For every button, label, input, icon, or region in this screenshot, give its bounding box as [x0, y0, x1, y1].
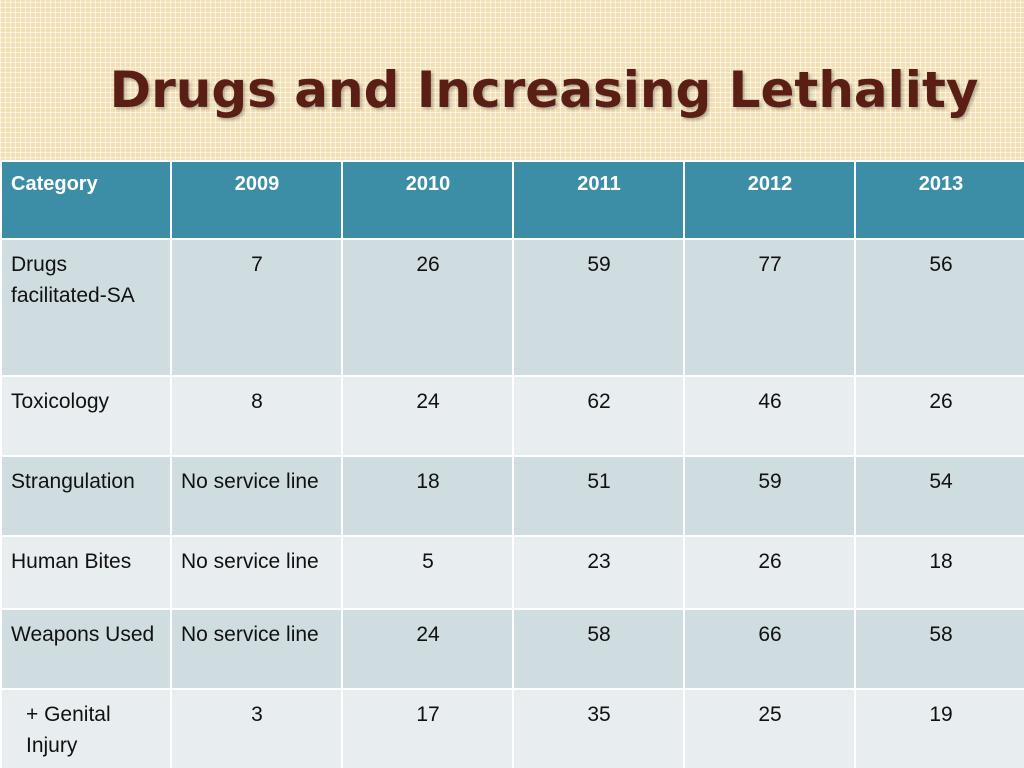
cell-2009: 3: [170, 688, 343, 768]
cell-2012: 66: [683, 608, 856, 690]
data-table-container: Category 2009 2010 2011 2012 2013 Drugs …: [0, 160, 1024, 768]
row-category-label: Drugs facilitated-SA: [0, 238, 172, 377]
cell-2012: 26: [683, 535, 856, 610]
table-row-drugs-facilitated-sa: Drugs facilitated-SA 7 26 59 77 56: [0, 238, 1024, 377]
cell-2010: 24: [341, 375, 514, 457]
table-row-toxicology: Toxicology 8 24 62 46 26: [0, 375, 1024, 457]
cell-2010: 26: [341, 238, 514, 377]
cell-2011: 62: [512, 375, 685, 457]
row-category-label: Weapons Used: [0, 608, 172, 690]
slide-title: Drugs and Increasing Lethality: [109, 61, 979, 119]
cell-2012: 59: [683, 455, 856, 537]
row-category-label: + Genital Injury: [0, 688, 172, 768]
cell-2013: 58: [854, 608, 1024, 690]
table-header-row: Category 2009 2010 2011 2012 2013: [0, 160, 1024, 240]
cell-2009: 7: [170, 238, 343, 377]
cell-2013: 54: [854, 455, 1024, 537]
cell-2011: 58: [512, 608, 685, 690]
cell-2011: 23: [512, 535, 685, 610]
cell-2011: 51: [512, 455, 685, 537]
cell-2009: No service line: [170, 608, 343, 690]
table-row-genital-injury: + Genital Injury 3 17 35 25 19: [0, 688, 1024, 768]
column-header-2013: 2013: [854, 160, 1024, 240]
cell-2010: 17: [341, 688, 514, 768]
cell-2012: 46: [683, 375, 856, 457]
cell-2010: 18: [341, 455, 514, 537]
column-header-2012: 2012: [683, 160, 856, 240]
cell-2012: 25: [683, 688, 856, 768]
cell-2013: 18: [854, 535, 1024, 610]
column-header-2010: 2010: [341, 160, 514, 240]
table-row-strangulation: Strangulation No service line 18 51 59 5…: [0, 455, 1024, 537]
table-row-weapons-used: Weapons Used No service line 24 58 66 58: [0, 608, 1024, 690]
table-row-human-bites: Human Bites No service line 5 23 26 18: [0, 535, 1024, 610]
cell-2012: 77: [683, 238, 856, 377]
column-header-2011: 2011: [512, 160, 685, 240]
row-category-label: Toxicology: [0, 375, 172, 457]
column-header-2009: 2009: [170, 160, 343, 240]
row-category-label: Strangulation: [0, 455, 172, 537]
cell-2009: No service line: [170, 455, 343, 537]
cell-2013: 56: [854, 238, 1024, 377]
cell-2010: 24: [341, 608, 514, 690]
cell-2013: 19: [854, 688, 1024, 768]
cell-2011: 35: [512, 688, 685, 768]
row-category-label: Human Bites: [0, 535, 172, 610]
column-header-category: Category: [0, 160, 172, 240]
data-table: Category 2009 2010 2011 2012 2013 Drugs …: [0, 160, 1024, 768]
cell-2011: 59: [512, 238, 685, 377]
cell-2009: No service line: [170, 535, 343, 610]
cell-2009: 8: [170, 375, 343, 457]
cell-2013: 26: [854, 375, 1024, 457]
cell-2010: 5: [341, 535, 514, 610]
